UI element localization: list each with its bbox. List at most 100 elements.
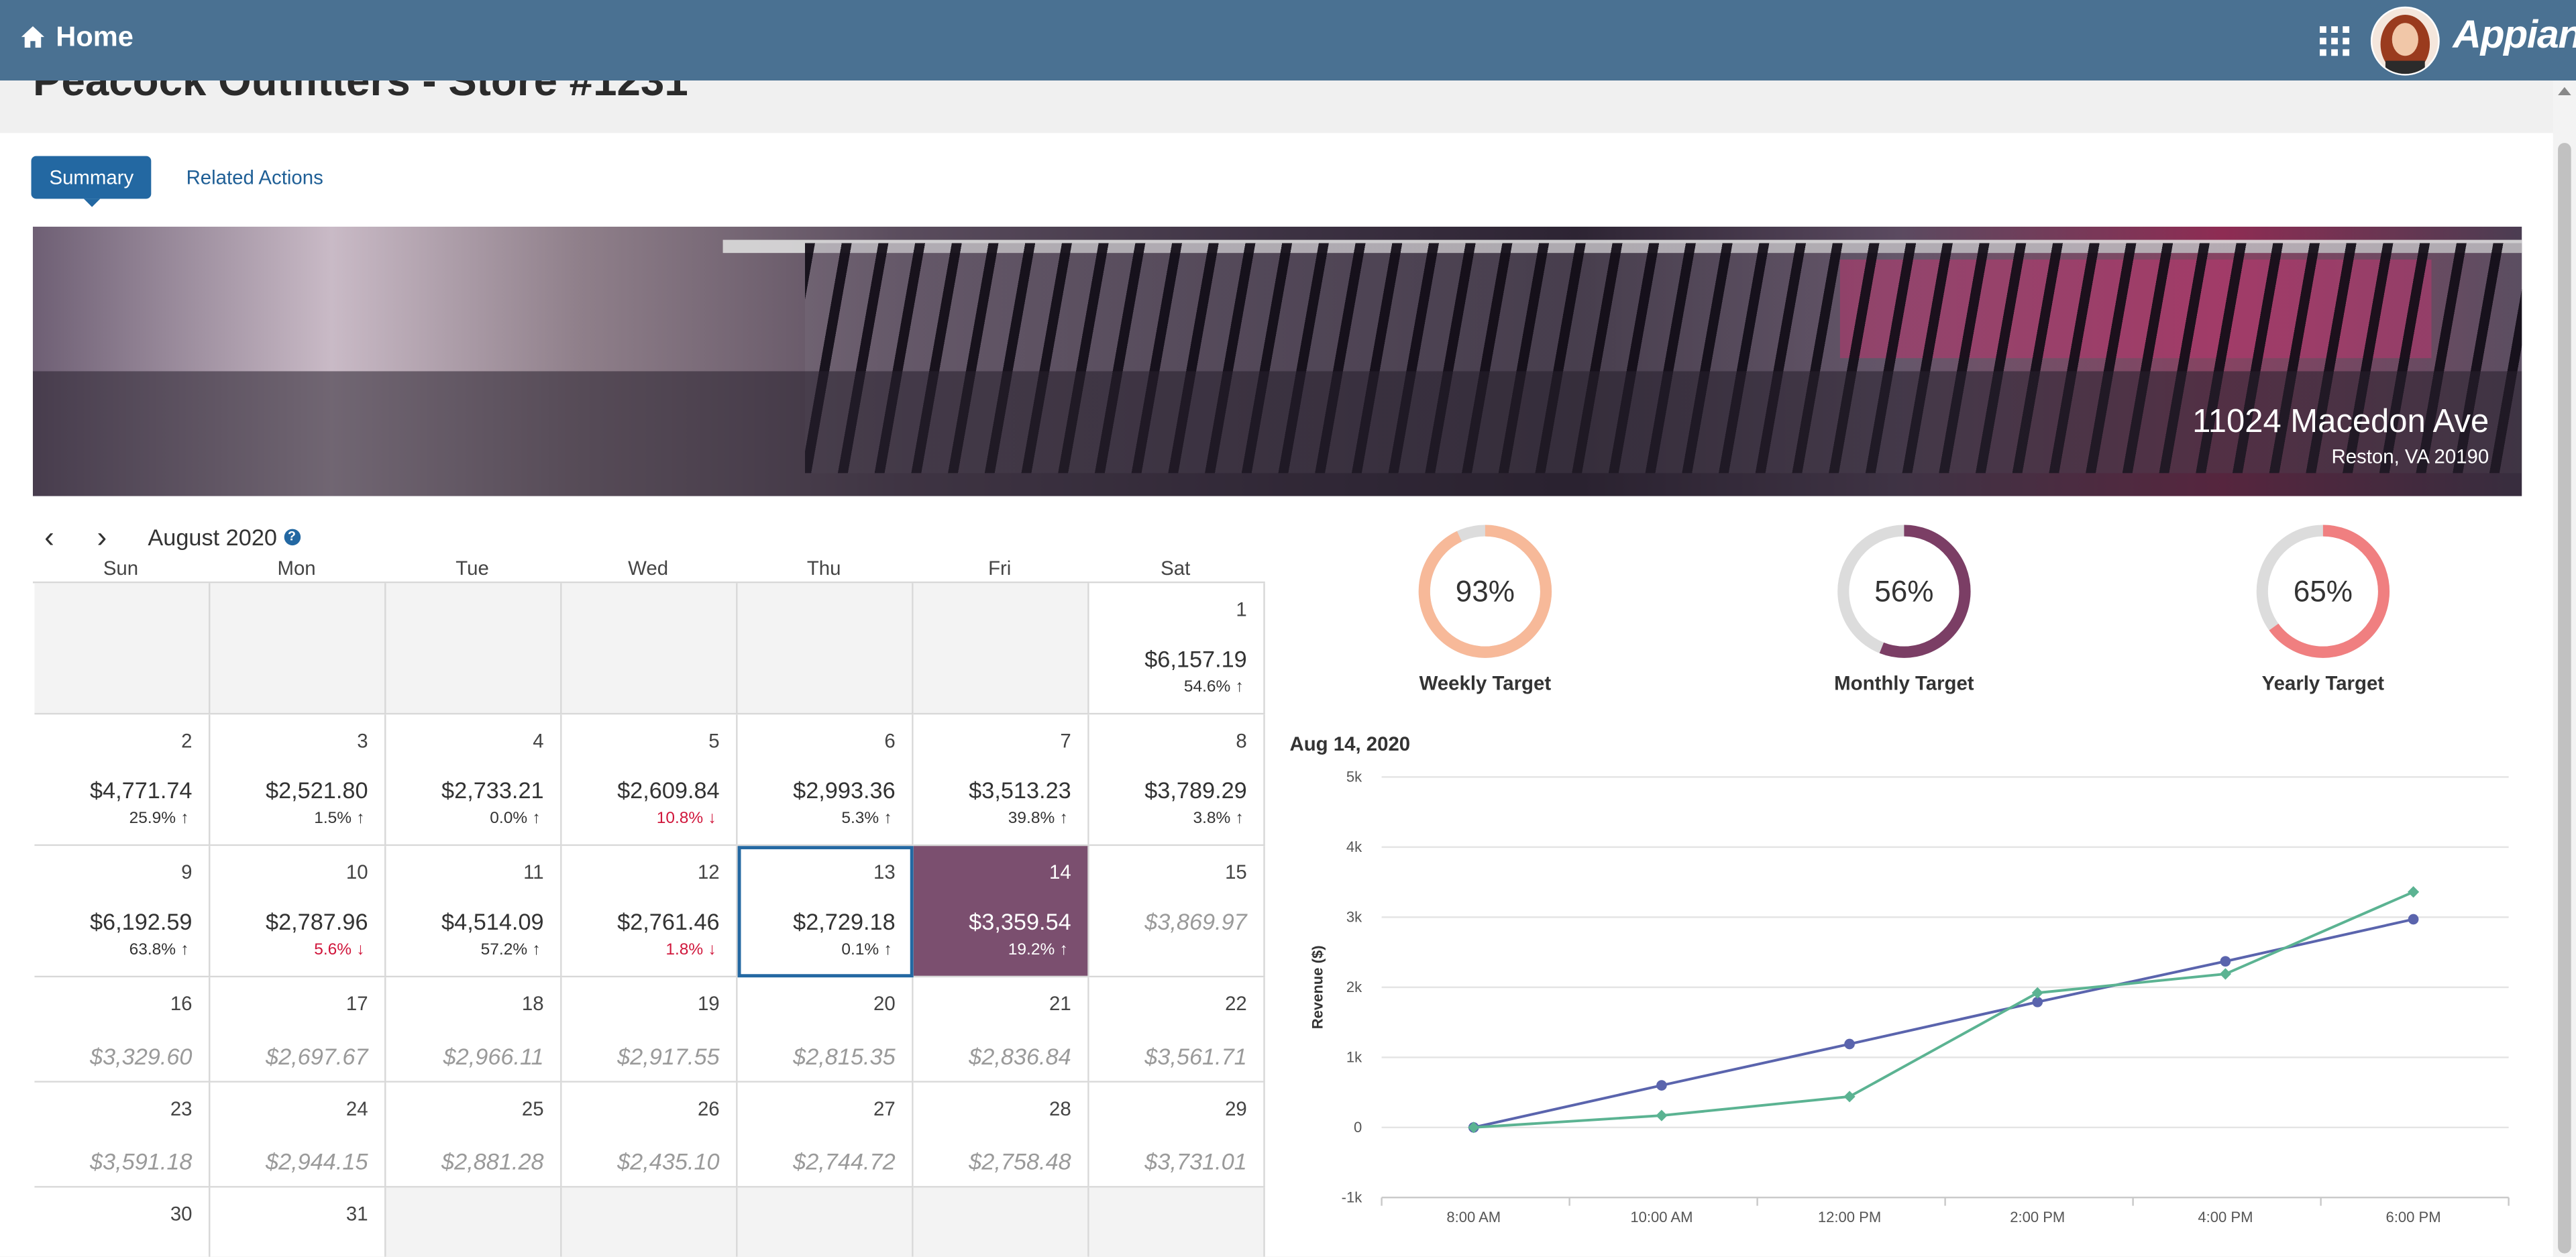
- day-revenue: $4,514.09: [441, 908, 544, 935]
- store-street: 11024 Macedon Ave: [2192, 404, 2489, 441]
- calendar-day-14[interactable]: 14 $3,359.54 19.2% ↑: [913, 846, 1089, 978]
- record-summary-content: Summary Related Actions 11024 Macedon Av…: [0, 133, 2553, 1257]
- gauge-weekly-target: 93% Weekly Target: [1370, 521, 1600, 695]
- calendar-day-12[interactable]: 12 $2,761.46 1.8% ↓: [561, 846, 738, 978]
- day-change-percent: 0.0% ↑: [490, 810, 540, 828]
- change-percent-value: 5.6%: [314, 941, 352, 960]
- day-number: 15: [1225, 861, 1247, 884]
- day-revenue: $2,966.11: [443, 1043, 544, 1070]
- app-launcher-grid-icon[interactable]: [2319, 26, 2350, 56]
- calendar-day-20[interactable]: 20 $2,815.35: [737, 977, 914, 1083]
- day-change-percent: 10.8% ↓: [657, 810, 716, 828]
- tab-related-actions[interactable]: Related Actions: [186, 166, 323, 189]
- series-1-point[interactable]: [2408, 914, 2419, 925]
- series-2-point[interactable]: [2408, 886, 2420, 898]
- calendar-day-19[interactable]: 19 $2,917.55: [561, 977, 738, 1083]
- calendar-day-25[interactable]: 25 $2,881.28: [386, 1082, 562, 1188]
- day-number: 26: [697, 1097, 720, 1121]
- y-tick-label: 3k: [1346, 909, 1362, 926]
- trend-down-arrow-icon: ↓: [708, 810, 716, 828]
- y-tick-label: 1k: [1346, 1049, 1362, 1066]
- page-scrollbar[interactable]: [2553, 80, 2576, 1257]
- scroll-up-arrow-icon[interactable]: [2558, 87, 2571, 96]
- day-number: 17: [345, 992, 368, 1016]
- calendar-day-6[interactable]: 6 $2,993.36 5.3% ↑: [737, 714, 914, 846]
- change-percent-value: 54.6%: [1183, 678, 1231, 697]
- calendar-day-7[interactable]: 7 $3,513.23 39.8% ↑: [913, 714, 1089, 846]
- calendar-day-16[interactable]: 16 $3,329.60: [34, 977, 211, 1083]
- help-icon[interactable]: ?: [283, 529, 301, 546]
- series-1-point[interactable]: [1656, 1080, 1667, 1091]
- calendar-day-23[interactable]: 23 $3,591.18: [34, 1082, 211, 1188]
- calendar-day-28[interactable]: 28 $2,758.48: [913, 1082, 1089, 1188]
- series-2-point[interactable]: [1656, 1109, 1668, 1122]
- day-number: 25: [521, 1097, 544, 1121]
- series-2-point[interactable]: [1843, 1091, 1856, 1103]
- calendar-empty-cell: [737, 583, 914, 715]
- calendar-day-2[interactable]: 2 $4,771.74 25.9% ↑: [34, 714, 211, 846]
- day-revenue: $3,789.29: [1144, 777, 1247, 804]
- series-1-point[interactable]: [2220, 956, 2231, 967]
- calendar-day-5[interactable]: 5 $2,609.84 10.8% ↓: [561, 714, 738, 846]
- trend-up-arrow-icon: ↑: [180, 941, 189, 960]
- calendar-day-8[interactable]: 8 $3,789.29 3.8% ↑: [1089, 714, 1265, 846]
- calendar-day-1[interactable]: 1 $6,157.19 54.6% ↑: [1089, 583, 1265, 715]
- calendar-day-15[interactable]: 15 $3,869.97: [1089, 846, 1265, 978]
- tab-summary[interactable]: Summary: [31, 156, 152, 207]
- banner-overlay: [32, 371, 2522, 496]
- user-avatar[interactable]: [2370, 6, 2440, 76]
- calendar-day-13[interactable]: 13 $2,729.18 0.1% ↑: [737, 846, 914, 978]
- previous-month-chevron-left-icon[interactable]: ‹: [44, 520, 54, 553]
- day-revenue: $2,993.36: [793, 777, 896, 804]
- calendar-day-3[interactable]: 3 $2,521.80 1.5% ↑: [210, 714, 386, 846]
- weekday-sun: Sun: [103, 557, 139, 580]
- day-number: 12: [697, 861, 720, 884]
- calendar-day-10[interactable]: 10 $2,787.96 5.6% ↓: [210, 846, 386, 978]
- trend-up-arrow-icon: ↑: [180, 810, 189, 828]
- next-month-chevron-right-icon[interactable]: ›: [97, 520, 107, 553]
- calendar-day-31[interactable]: 31: [210, 1187, 386, 1257]
- day-change-percent: 25.9% ↑: [129, 810, 189, 828]
- calendar-day-18[interactable]: 18 $2,966.11: [386, 977, 562, 1083]
- series-2-point[interactable]: [1468, 1122, 1480, 1134]
- calendar-empty-cell: [913, 1187, 1089, 1257]
- weekday-fri: Fri: [988, 557, 1012, 580]
- gauge-label: Weekly Target: [1419, 671, 1552, 695]
- day-revenue: $2,609.84: [617, 777, 720, 804]
- home-link[interactable]: Home: [19, 21, 133, 54]
- calendar-day-17[interactable]: 17 $2,697.67: [210, 977, 386, 1083]
- calendar-day-30[interactable]: 30: [34, 1187, 211, 1257]
- gauge-label: Monthly Target: [1834, 671, 1974, 695]
- calendar-day-9[interactable]: 9 $6,192.59 63.8% ↑: [34, 846, 211, 978]
- calendar-day-26[interactable]: 26 $2,435.10: [561, 1082, 738, 1188]
- series-1-point[interactable]: [1844, 1038, 1855, 1050]
- day-revenue: $3,561.71: [1144, 1043, 1247, 1070]
- y-tick-label: 5k: [1346, 769, 1362, 785]
- gauge-value: 65%: [2293, 575, 2353, 608]
- calendar-day-24[interactable]: 24 $2,944.15: [210, 1082, 386, 1188]
- day-change-percent: 63.8% ↑: [129, 941, 189, 959]
- calendar-header: ‹ › August 2020 ?: [33, 520, 301, 553]
- calendar-day-27[interactable]: 27 $2,744.72: [737, 1082, 914, 1188]
- x-tick-label: 6:00 PM: [2386, 1209, 2441, 1225]
- y-axis-label: Revenue ($): [1309, 945, 1326, 1029]
- day-revenue: $2,733.21: [441, 777, 544, 804]
- series-2-point[interactable]: [2031, 987, 2043, 999]
- calendar-day-11[interactable]: 11 $4,514.09 57.2% ↑: [386, 846, 562, 978]
- series-2-point[interactable]: [2219, 968, 2231, 980]
- series-1-point[interactable]: [2032, 996, 2043, 1007]
- calendar-day-4[interactable]: 4 $2,733.21 0.0% ↑: [386, 714, 562, 846]
- gauge-ring: 93%: [1415, 521, 1556, 662]
- day-revenue: $2,729.18: [793, 908, 896, 935]
- day-revenue: $2,881.28: [441, 1148, 544, 1175]
- day-revenue: $3,329.60: [89, 1043, 193, 1070]
- record-title-bar: Peacock Outfitters - Store #1231: [0, 80, 2553, 133]
- day-change-percent: 57.2% ↑: [481, 941, 541, 959]
- calendar-day-21[interactable]: 21 $2,836.84: [913, 977, 1089, 1083]
- calendar-day-29[interactable]: 29 $3,731.01: [1089, 1082, 1265, 1188]
- calendar-day-22[interactable]: 22 $3,561.71: [1089, 977, 1265, 1083]
- scrollbar-thumb[interactable]: [2558, 143, 2571, 1254]
- trend-up-arrow-icon: ↑: [883, 810, 892, 828]
- home-icon: [21, 26, 45, 48]
